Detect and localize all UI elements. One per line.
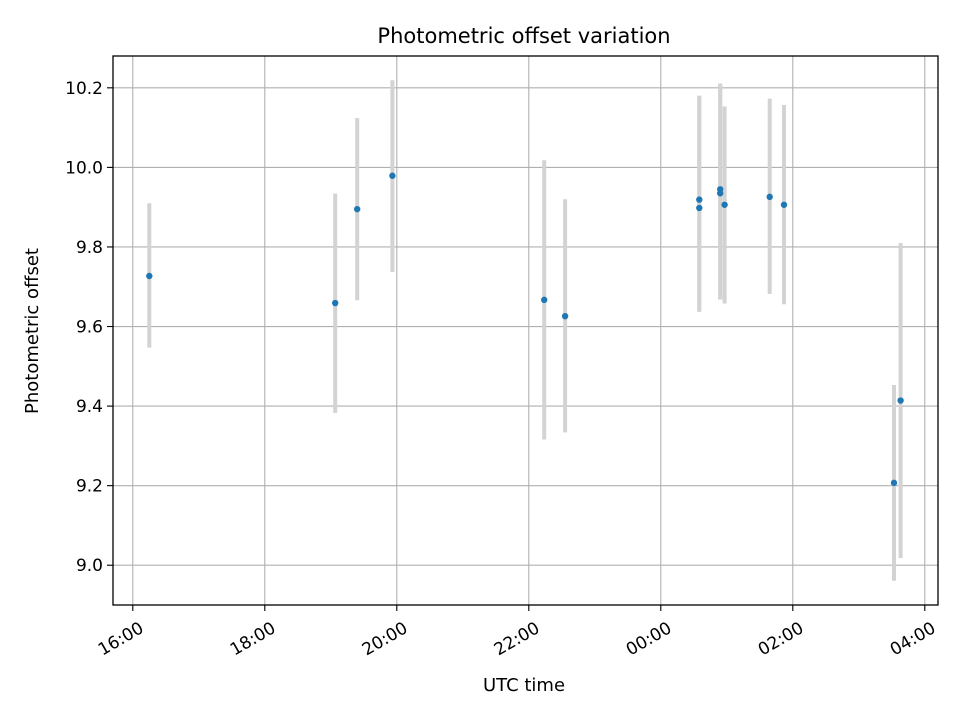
x-axis-ticks: 16:00 18:00 20:00 22:00 00:00 02:00 04:00 bbox=[95, 605, 939, 660]
data-point bbox=[717, 190, 724, 197]
y-tick-label: 9.6 bbox=[76, 318, 103, 338]
x-tick-label: 16:00 bbox=[95, 618, 147, 660]
x-tick-label: 00:00 bbox=[623, 618, 675, 660]
data-point bbox=[721, 201, 728, 208]
data-point bbox=[561, 312, 569, 320]
y-tick-label: 9.8 bbox=[76, 238, 103, 258]
x-tick-label: 18:00 bbox=[227, 618, 279, 660]
y-tick-label: 9.2 bbox=[76, 477, 103, 497]
data-point bbox=[696, 204, 703, 212]
data-point bbox=[696, 196, 703, 203]
y-axis-label: Photometric offset bbox=[22, 248, 43, 414]
data-point bbox=[389, 172, 396, 179]
data-point bbox=[766, 193, 773, 201]
grid bbox=[113, 56, 938, 605]
data-point bbox=[897, 397, 904, 404]
x-tick-label: 20:00 bbox=[359, 618, 411, 660]
chart-title: Photometric offset variation bbox=[377, 24, 670, 48]
data-point bbox=[780, 201, 788, 208]
data-point bbox=[354, 205, 361, 213]
y-tick-label: 10.2 bbox=[65, 79, 103, 99]
data-point bbox=[890, 479, 898, 487]
x-tick-label: 02:00 bbox=[755, 618, 807, 660]
x-axis-label: UTC time bbox=[483, 675, 565, 696]
plot-frame bbox=[112, 55, 939, 606]
y-tick-label: 10.0 bbox=[65, 158, 103, 178]
data-points bbox=[146, 172, 904, 487]
error-bars bbox=[147, 80, 903, 581]
x-tick-label: 04:00 bbox=[887, 618, 939, 660]
data-point bbox=[146, 272, 153, 280]
y-tick-label: 9.4 bbox=[76, 397, 103, 417]
y-axis-ticks: 9.0 9.2 9.4 9.6 9.8 10.0 10.2 bbox=[65, 79, 113, 576]
y-tick-label: 9.0 bbox=[76, 556, 103, 576]
x-tick-label: 22:00 bbox=[491, 618, 543, 660]
data-point bbox=[541, 296, 548, 304]
data-point bbox=[332, 299, 339, 307]
